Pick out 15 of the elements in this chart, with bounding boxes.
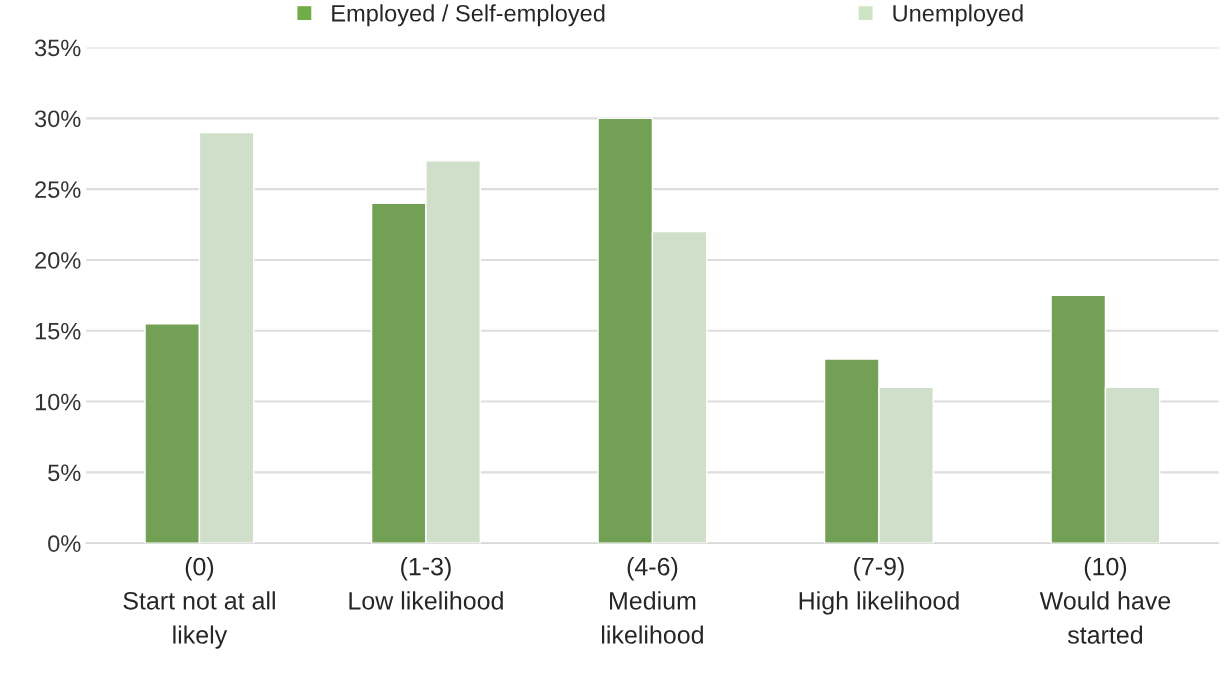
y-tick-label: 15% bbox=[35, 322, 81, 340]
x-tick-label: (4-6) Medium likelihood bbox=[602, 557, 703, 644]
legend-label: Unemployed bbox=[893, 4, 1023, 27]
y-tick-label: 5% bbox=[48, 464, 81, 482]
y-tick-label: 20% bbox=[35, 252, 81, 269]
legend-label: Employed / Self-employed bbox=[332, 4, 605, 27]
y-tick-label: 10% bbox=[35, 393, 81, 411]
y-tick-label: 25% bbox=[35, 181, 81, 198]
y-tick-label: 30% bbox=[34, 110, 81, 128]
x-tick-label: (1-3) Low likelihood bbox=[349, 557, 503, 610]
y-tick-label: 0% bbox=[48, 535, 81, 552]
x-tick-label: (0) Start not at all likely bbox=[123, 557, 275, 649]
x-tick-label: (10) Would have started bbox=[1039, 557, 1171, 644]
y-tick-label: 35% bbox=[34, 39, 81, 57]
x-tick-label: (7-9) High likelihood bbox=[799, 557, 959, 615]
